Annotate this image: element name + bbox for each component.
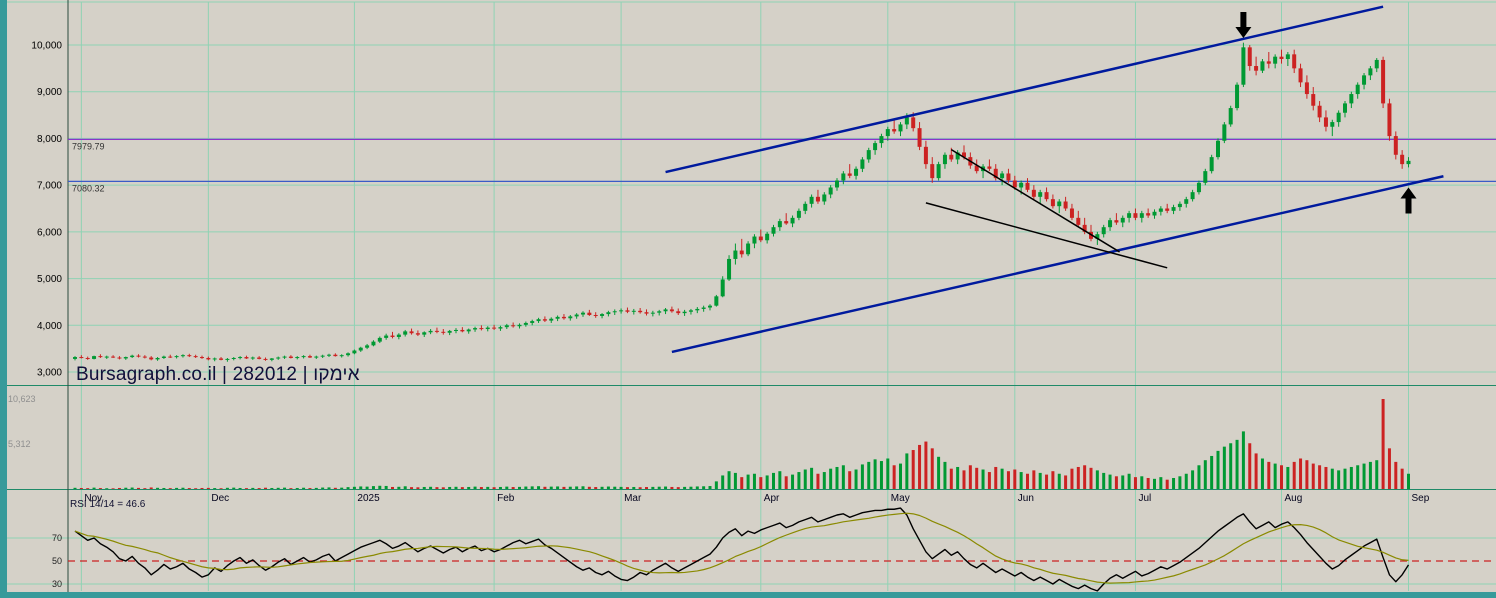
svg-text:5,312: 5,312 [8,439,31,449]
svg-text:7979.79: 7979.79 [72,141,105,151]
channel-lower [671,175,1444,354]
svg-text:10,623: 10,623 [8,394,36,404]
price-level-lines[interactable]: 7979.79 7080.32 [68,138,1496,193]
rsi-axis-labels: 70 50 30 [52,533,62,589]
svg-text:7080.32: 7080.32 [72,183,105,193]
flag-upper [950,148,1120,253]
rsi-line [74,507,1410,592]
svg-text:7,000: 7,000 [37,181,62,192]
horizontal-scrollbar[interactable] [0,592,1496,598]
rsi-indicator-label: RSI 14/14 = 46.6 [70,499,146,510]
svg-text:70: 70 [52,533,62,543]
channel-upper [665,5,1384,174]
watermark-title: Bursagraph.co.il | 282012 | אימקו [76,364,360,385]
svg-text:May: May [891,493,910,504]
svg-text:30: 30 [52,579,62,589]
svg-text:Nov: Nov [84,493,102,504]
svg-text:3,000: 3,000 [37,368,62,379]
svg-text:Aug: Aug [1285,493,1303,504]
svg-text:Feb: Feb [497,493,515,504]
svg-text:2025: 2025 [357,493,380,504]
price-axis-labels: 10,000 9,000 8,000 7,000 6,000 5,000 4,000 3,00… [31,41,62,379]
svg-text:Mar: Mar [624,493,642,504]
vertical-scrollbar[interactable] [0,0,7,592]
svg-text:5,000: 5,000 [37,274,62,285]
volume-axis-labels: 10,623 5,312 [8,394,36,449]
svg-text:50: 50 [52,556,62,566]
rsi-ma-line [74,512,1409,584]
annotation-arrows[interactable] [1235,11,1417,214]
down-arrow [1235,11,1252,38]
candlesticks [73,42,1411,362]
up-arrow [1400,187,1417,214]
svg-text:9,000: 9,000 [37,87,62,98]
svg-text:Jul: Jul [1138,493,1151,504]
trendlines[interactable] [665,5,1444,354]
svg-text:Sep: Sep [1412,493,1430,504]
svg-text:Apr: Apr [764,493,780,504]
svg-text:8,000: 8,000 [37,134,62,145]
svg-text:6,000: 6,000 [37,227,62,238]
volume-bars [73,399,1410,489]
rsi-panel [68,507,1496,592]
time-axis-labels: Nov Dec 2025 Feb Mar Apr May Jun Jul Aug Sep [84,493,1429,504]
svg-text:4,000: 4,000 [37,321,62,332]
flag-lower [925,202,1168,269]
svg-text:10,000: 10,000 [31,41,62,52]
svg-text:Dec: Dec [211,493,229,504]
svg-text:Jun: Jun [1018,493,1034,504]
